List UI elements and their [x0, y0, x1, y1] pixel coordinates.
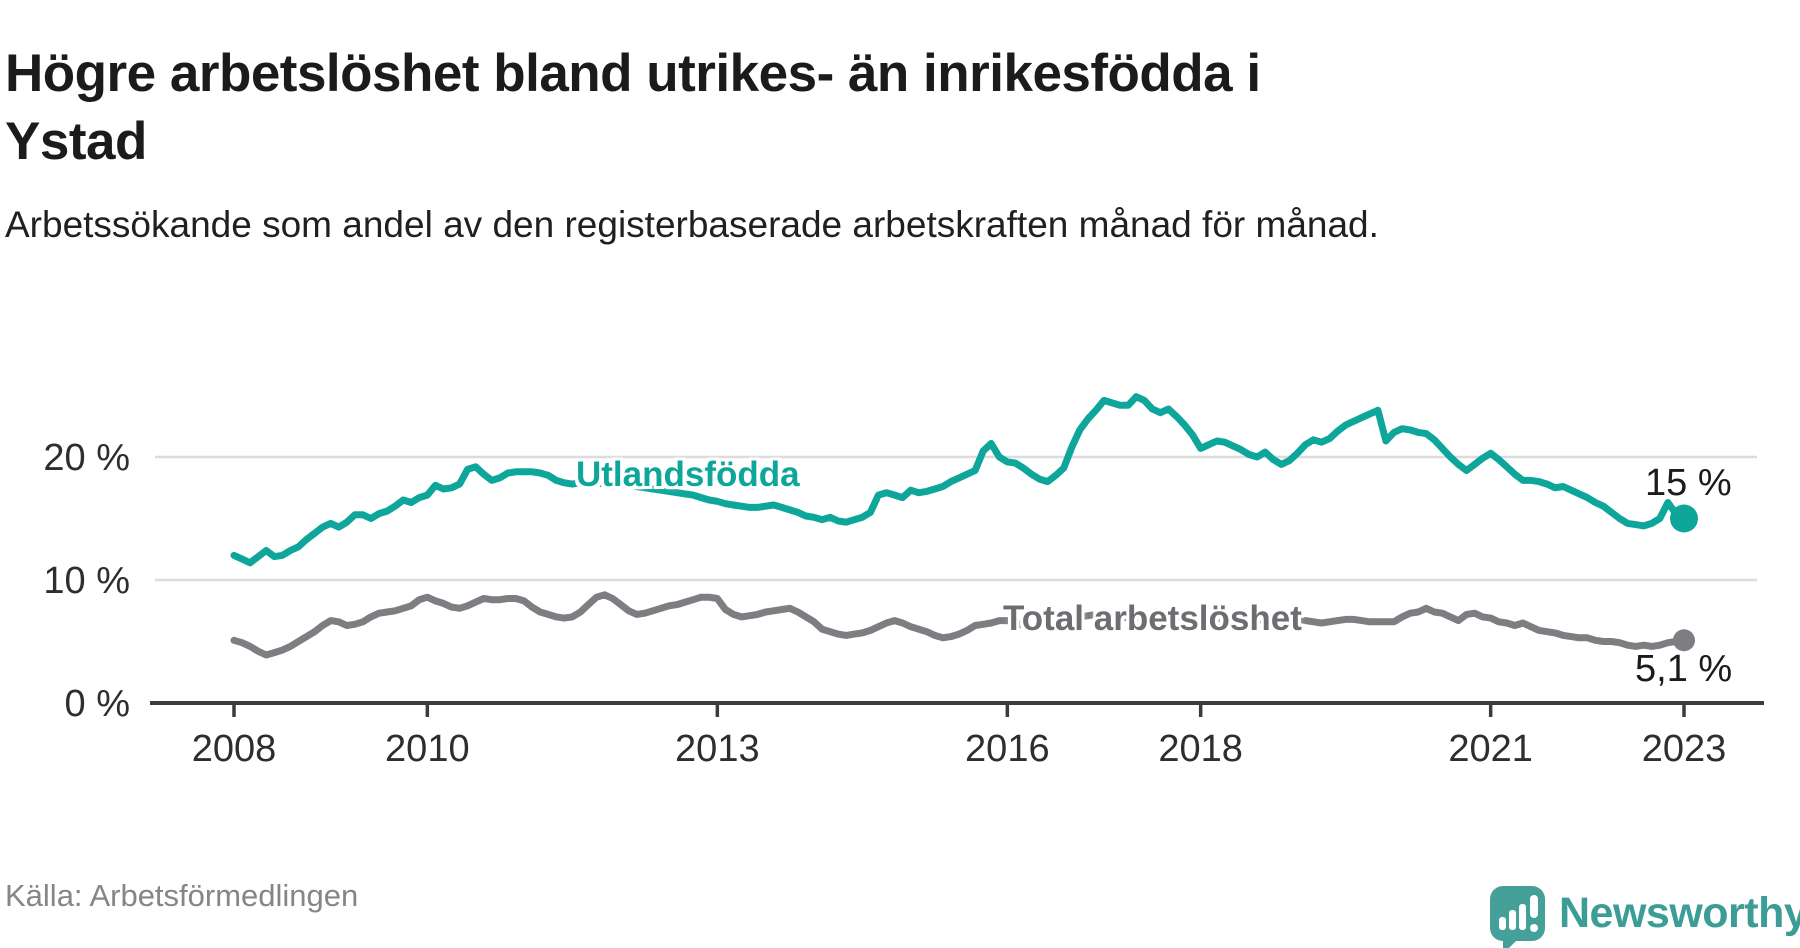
newsworthy-bubble-icon [1490, 885, 1545, 948]
end-dot-utlandsfodda [1670, 504, 1698, 533]
x-tick-label: 2010 [385, 728, 470, 770]
series-line-utlandsfodda [230, 393, 1688, 567]
x-tick-label: 2023 [1642, 728, 1727, 770]
chart-subtitle: Arbetssökande som andel av den registerb… [5, 204, 1379, 245]
newsworthy-logo: Newsworthy [1490, 882, 1800, 948]
logo-bar-icon [1519, 903, 1526, 930]
series-line-total [230, 591, 1688, 659]
x-tick-label: 2008 [192, 728, 277, 770]
y-tick-label: 20 % [43, 437, 130, 479]
title-line-2: Ystad [5, 112, 147, 172]
series-label-utlandsfodda: Utlandsfödda [576, 455, 800, 494]
logo-bar-icon [1499, 916, 1506, 930]
y-tick-label: 10 % [43, 560, 130, 602]
source-note: Källa: Arbetsförmedlingen [5, 878, 359, 913]
logo-exclamation-dot-icon [1530, 923, 1538, 932]
brand-name: Newsworthy [1559, 888, 1800, 937]
title-line-1: Högre arbetslöshet bland utrikes- än inr… [5, 43, 1261, 103]
end-dot-total [1673, 629, 1695, 652]
x-tick-label: 2018 [1158, 728, 1243, 770]
end-value-total: 5,1 % [1635, 648, 1733, 690]
page-title: Högre arbetslöshet bland utrikes- än inr… [5, 40, 1605, 178]
x-tick-label: 2016 [965, 728, 1050, 770]
end-value-utlandsfodda: 15 % [1645, 462, 1732, 504]
x-tick-label: 2021 [1448, 728, 1533, 770]
x-tick-label: 2013 [675, 728, 760, 770]
y-tick-label: 0 % [65, 683, 130, 725]
logo-exclamation-icon [1530, 894, 1538, 918]
series-label-total-arbetsloshet: Total arbetslöshet [1003, 599, 1302, 638]
logo-bar-icon [1509, 909, 1516, 930]
